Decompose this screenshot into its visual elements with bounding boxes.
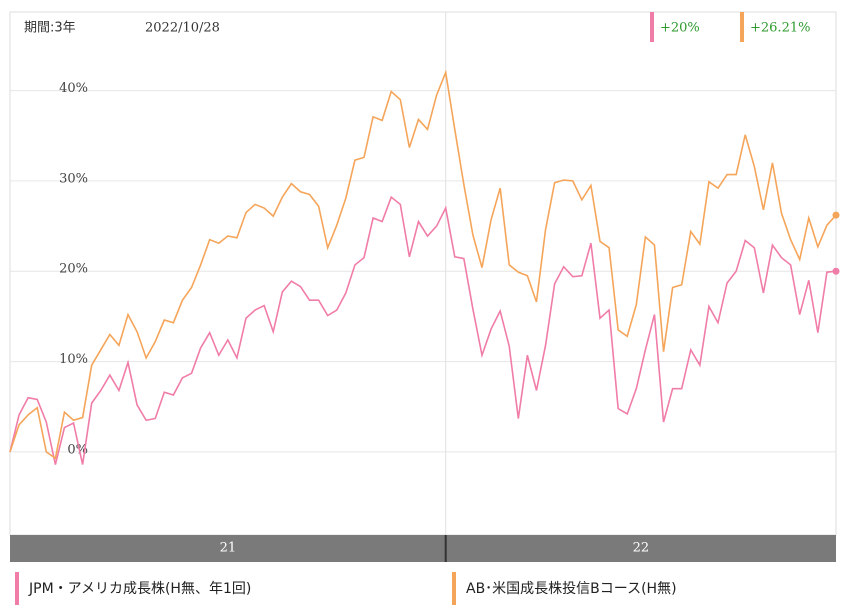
period: 期間:3年: [24, 21, 76, 36]
y-tick-label: 40%: [59, 81, 88, 96]
y-tick-label: 30%: [59, 171, 88, 186]
legend-swatch: [452, 572, 456, 605]
end-point: [832, 267, 840, 275]
legend-swatch: [15, 572, 19, 605]
x-group-label: 22: [633, 541, 650, 556]
y-tick-label: 10%: [59, 352, 88, 367]
end-point: [832, 211, 840, 219]
end-label: +20%: [660, 21, 700, 36]
series-line: [9, 69, 837, 460]
date: 2022/10/28: [145, 21, 220, 36]
series-line: [9, 195, 837, 465]
end-label-swatch: [740, 12, 744, 42]
end-label-swatch: [650, 12, 654, 42]
y-tick-label: 0%: [67, 442, 88, 457]
x-axis-bar: [10, 535, 836, 562]
end-label: +26.21%: [750, 21, 810, 36]
legend-label: AB･米国成長株投信Bコース(H無): [466, 581, 677, 597]
legend-label: JPM・アメリカ成長株(H無、年1回): [28, 581, 251, 597]
y-tick-label: 20%: [59, 262, 88, 277]
x-group-label: 21: [220, 541, 237, 556]
